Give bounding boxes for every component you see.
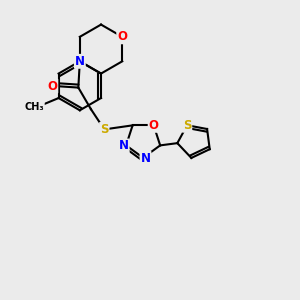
Text: N: N [75,55,85,68]
Text: CH₃: CH₃ [24,102,44,112]
Text: N: N [119,140,129,152]
Text: O: O [149,119,159,132]
Text: O: O [117,30,127,43]
Text: S: S [183,119,191,132]
Text: O: O [47,80,57,93]
Text: N: N [140,152,151,165]
Text: S: S [100,123,109,136]
